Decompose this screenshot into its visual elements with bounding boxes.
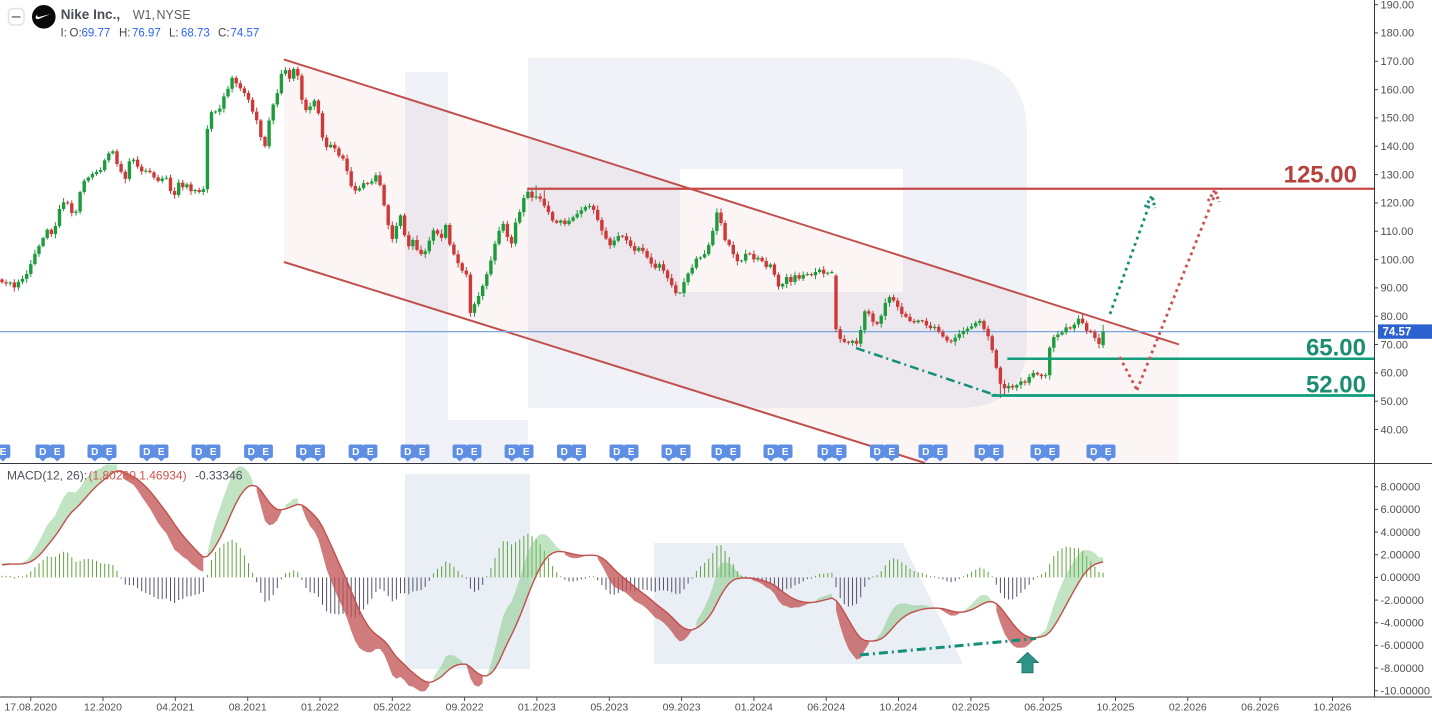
- svg-text:06.2026: 06.2026: [1241, 702, 1279, 714]
- svg-text:01.2024: 01.2024: [735, 702, 773, 714]
- svg-text:D: D: [195, 447, 202, 458]
- svg-text:60.00: 60.00: [1381, 368, 1409, 380]
- svg-text:74.57: 74.57: [1383, 327, 1412, 339]
- svg-text:2.00000: 2.00000: [1381, 550, 1421, 562]
- svg-text:0.00000: 0.00000: [1381, 572, 1421, 584]
- svg-text:150.00: 150.00: [1381, 113, 1415, 125]
- svg-text:-4.00000: -4.00000: [1381, 618, 1424, 630]
- svg-text:I:O:69.77H:76.97L:68.73C:74.57: I: O:69.77 H: 76.97 L: 68.73 C:74.57: [61, 28, 260, 40]
- svg-text:E: E: [210, 447, 217, 458]
- svg-text:D: D: [1034, 447, 1041, 458]
- svg-text:100.00: 100.00: [1381, 254, 1415, 266]
- svg-text:E: E: [730, 447, 737, 458]
- svg-text:D: D: [508, 447, 515, 458]
- svg-text:E: E: [1049, 447, 1056, 458]
- svg-text:E: E: [523, 447, 530, 458]
- svg-text:E: E: [314, 447, 321, 458]
- svg-text:E: E: [106, 447, 113, 458]
- svg-text:8.00000: 8.00000: [1381, 482, 1421, 494]
- svg-text:01.2022: 01.2022: [301, 702, 339, 714]
- svg-text:4.00000: 4.00000: [1381, 527, 1421, 539]
- svg-text:02.2025: 02.2025: [952, 702, 990, 714]
- svg-text:D: D: [613, 447, 620, 458]
- svg-text:D: D: [767, 447, 774, 458]
- svg-text:E: E: [0, 447, 7, 458]
- svg-text:D: D: [665, 447, 672, 458]
- svg-text:170.00: 170.00: [1381, 56, 1415, 68]
- svg-text:E: E: [1105, 447, 1112, 458]
- svg-text:D: D: [978, 447, 985, 458]
- svg-text:Nike Inc.,: Nike Inc.,: [61, 7, 120, 22]
- svg-text:02.2026: 02.2026: [1169, 702, 1207, 714]
- svg-text:180.00: 180.00: [1381, 28, 1415, 40]
- svg-text:04.2021: 04.2021: [156, 702, 194, 714]
- svg-text:D: D: [874, 447, 881, 458]
- svg-text:160.00: 160.00: [1381, 84, 1415, 96]
- svg-text:E: E: [54, 447, 61, 458]
- svg-text:D: D: [248, 447, 255, 458]
- svg-text:D: D: [91, 447, 98, 458]
- svg-text:80.00: 80.00: [1381, 311, 1409, 323]
- svg-text:120.00: 120.00: [1381, 198, 1415, 210]
- svg-text:10.2025: 10.2025: [1097, 702, 1135, 714]
- svg-text:190.00: 190.00: [1381, 0, 1415, 11]
- svg-text:D: D: [922, 447, 929, 458]
- svg-text:D: D: [143, 447, 150, 458]
- svg-text:D: D: [1090, 447, 1097, 458]
- svg-text:130.00: 130.00: [1381, 169, 1415, 181]
- svg-text:140.00: 140.00: [1381, 141, 1415, 153]
- svg-text:E: E: [836, 447, 843, 458]
- svg-text:05.2023: 05.2023: [590, 702, 628, 714]
- svg-text:90.00: 90.00: [1381, 283, 1409, 295]
- svg-text:MACD(12, 26):(1.80280,1.46934): MACD(12, 26):(1.80280,1.46934) -0.33346: [7, 469, 243, 483]
- svg-text:-8.00000: -8.00000: [1381, 663, 1424, 675]
- svg-text:50.00: 50.00: [1381, 396, 1409, 408]
- svg-text:01.2023: 01.2023: [518, 702, 556, 714]
- svg-text:-6.00000: -6.00000: [1381, 640, 1424, 652]
- svg-text:D: D: [300, 447, 307, 458]
- svg-text:05.2022: 05.2022: [373, 702, 411, 714]
- svg-text:D: D: [39, 447, 46, 458]
- svg-text:E: E: [158, 447, 165, 458]
- svg-text:E: E: [262, 447, 269, 458]
- svg-text:D: D: [352, 447, 359, 458]
- svg-text:06.2025: 06.2025: [1024, 702, 1062, 714]
- svg-text:D: D: [715, 447, 722, 458]
- svg-text:10.2024: 10.2024: [880, 702, 918, 714]
- svg-text:09.2023: 09.2023: [663, 702, 701, 714]
- svg-text:E: E: [471, 447, 478, 458]
- svg-text:E: E: [419, 447, 426, 458]
- svg-text:65.00: 65.00: [1306, 335, 1366, 362]
- svg-text:D: D: [456, 447, 463, 458]
- svg-text:E: E: [782, 447, 789, 458]
- svg-text:D: D: [821, 447, 828, 458]
- svg-text:10.2026: 10.2026: [1314, 702, 1352, 714]
- svg-text:08.2021: 08.2021: [229, 702, 267, 714]
- svg-text:E: E: [575, 447, 582, 458]
- svg-text:D: D: [404, 447, 411, 458]
- svg-text:E: E: [993, 447, 1000, 458]
- svg-text:D: D: [561, 447, 568, 458]
- svg-text:E: E: [367, 447, 374, 458]
- svg-text:6.00000: 6.00000: [1381, 504, 1421, 516]
- svg-text:-2.00000: -2.00000: [1381, 595, 1424, 607]
- svg-text:W1,: W1,: [133, 8, 155, 22]
- svg-text:-10.00000: -10.00000: [1381, 686, 1431, 698]
- svg-text:110.00: 110.00: [1381, 226, 1414, 238]
- svg-text:E: E: [888, 447, 895, 458]
- svg-text:06.2024: 06.2024: [807, 702, 845, 714]
- svg-text:12.2020: 12.2020: [84, 702, 122, 714]
- svg-text:125.00: 125.00: [1284, 162, 1357, 189]
- svg-text:70.00: 70.00: [1381, 339, 1409, 351]
- svg-text:NYSE: NYSE: [157, 8, 191, 22]
- svg-text:40.00: 40.00: [1381, 424, 1409, 436]
- svg-text:52.00: 52.00: [1306, 372, 1366, 399]
- svg-text:17.08.2020: 17.08.2020: [4, 702, 57, 714]
- svg-text:E: E: [680, 447, 687, 458]
- svg-text:09.2022: 09.2022: [446, 702, 484, 714]
- svg-text:E: E: [937, 447, 944, 458]
- svg-text:E: E: [628, 447, 635, 458]
